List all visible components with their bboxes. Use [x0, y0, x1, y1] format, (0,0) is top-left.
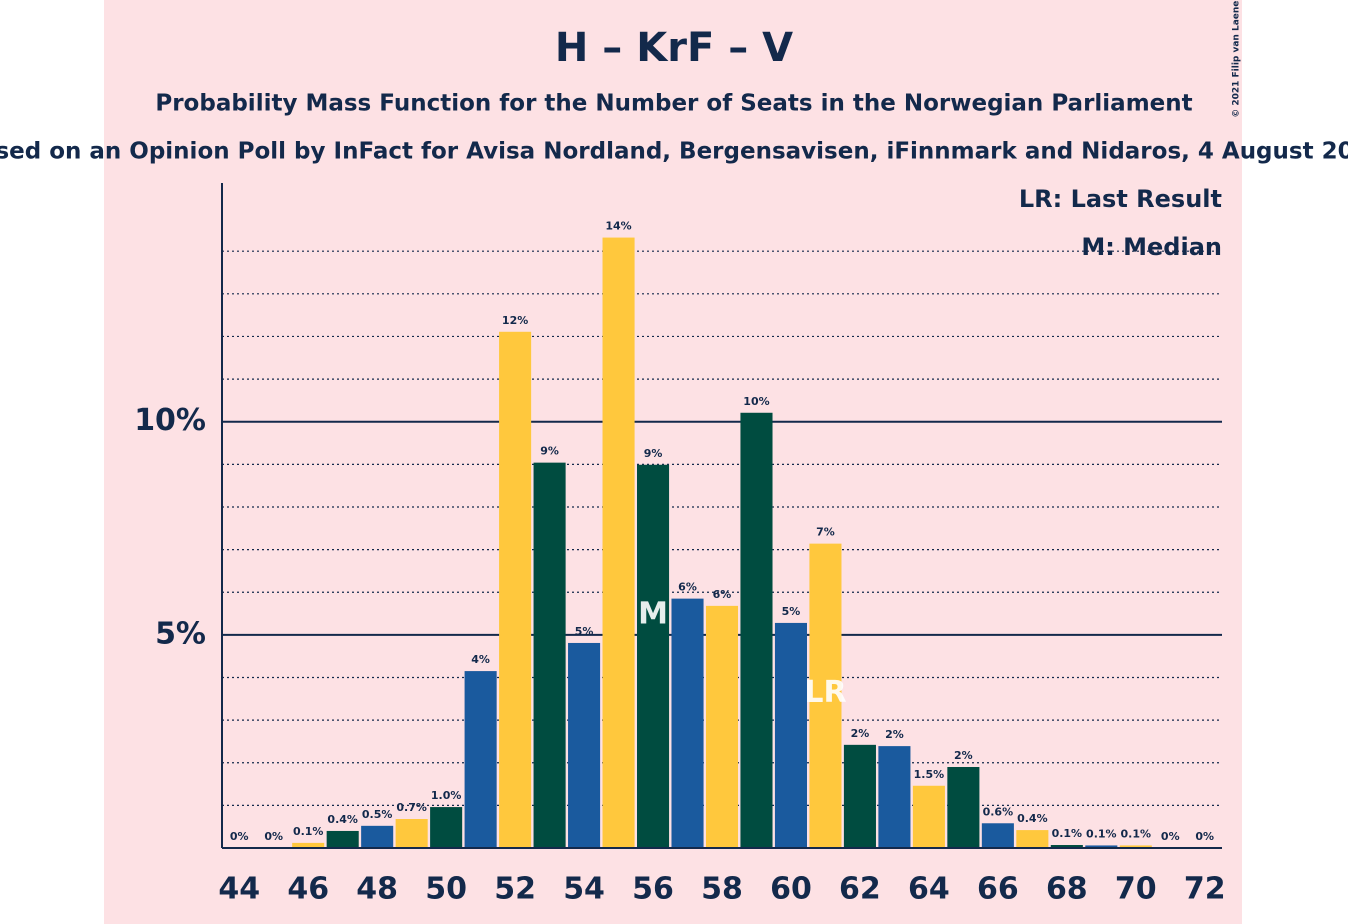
bar [395, 819, 428, 848]
x-tick-label: 66 [977, 872, 1019, 907]
value-label: 10% [743, 395, 769, 408]
value-label: 5% [575, 625, 594, 638]
chart-title: H – KrF – V [555, 25, 793, 71]
value-label: 2% [851, 727, 870, 740]
value-label: 0% [230, 830, 249, 843]
value-label: 6% [678, 581, 697, 594]
chart-subtitle: Based on an Opinion Poll by InFact for A… [0, 139, 1348, 165]
value-label: 0.6% [983, 805, 1014, 818]
value-label: 6% [713, 588, 732, 601]
x-tick-label: 60 [770, 872, 812, 907]
x-tick-label: 50 [425, 872, 467, 907]
y-tick-label: 5% [155, 616, 206, 651]
value-label: 0.1% [1086, 827, 1117, 840]
bar [602, 237, 635, 849]
value-label: 0% [1195, 830, 1214, 843]
bar [705, 605, 739, 848]
x-tick-label: 46 [287, 872, 329, 907]
bar [361, 825, 394, 848]
x-tick-label: 58 [701, 872, 743, 907]
bar [981, 823, 1014, 848]
bar [430, 807, 463, 848]
legend-entry: LR: Last Result [1019, 185, 1222, 213]
annotation: M [638, 596, 668, 631]
x-tick-label: 48 [356, 872, 398, 907]
value-label: 12% [502, 314, 528, 327]
bar [637, 464, 670, 848]
value-label: 14% [605, 220, 631, 233]
bar [809, 543, 842, 848]
bar [740, 412, 773, 848]
x-tick-label: 70 [1115, 872, 1157, 907]
x-tick-label: 56 [632, 872, 674, 907]
y-tick-label: 10% [134, 403, 206, 438]
value-label: 0.1% [1121, 827, 1152, 840]
value-label: 2% [954, 749, 973, 762]
x-tick-label: 64 [908, 872, 950, 907]
bar [568, 642, 601, 848]
bar [912, 785, 945, 848]
legend-entry: M: Median [1081, 233, 1222, 261]
annotation: LR [804, 675, 846, 710]
value-label: 7% [816, 526, 835, 539]
value-label: 0.5% [362, 808, 393, 821]
bar [326, 830, 359, 848]
x-tick-label: 54 [563, 872, 605, 907]
bar [499, 331, 532, 848]
x-tick-label: 72 [1184, 872, 1226, 907]
x-tick-label: 62 [839, 872, 881, 907]
x-tick-label: 44 [218, 872, 260, 907]
value-label: 4% [471, 653, 490, 666]
bar [1050, 845, 1083, 848]
value-label: 2% [885, 728, 904, 741]
value-label: 9% [644, 447, 663, 460]
value-label: 0.4% [1017, 812, 1048, 825]
value-label: 1.0% [431, 789, 462, 802]
chart-subtitle: Probability Mass Function for the Number… [155, 91, 1192, 117]
bar [292, 842, 325, 848]
x-tick-label: 52 [494, 872, 536, 907]
bar [878, 746, 911, 848]
bar [1016, 830, 1049, 848]
value-label: 0.1% [293, 825, 324, 838]
value-label: 9% [540, 445, 559, 458]
value-label: 1.5% [914, 768, 945, 781]
bar [1085, 845, 1118, 848]
value-label: 0.1% [1052, 827, 1083, 840]
bar [947, 767, 980, 848]
value-label: 0% [1161, 830, 1180, 843]
value-label: 0% [264, 830, 283, 843]
bar [464, 671, 497, 848]
bar [671, 598, 704, 848]
bar [774, 622, 807, 848]
bar [533, 462, 566, 848]
copyright: © 2021 Filip van Laenen [1232, 0, 1242, 118]
bar [843, 744, 876, 848]
x-tick-label: 68 [1046, 872, 1088, 907]
value-label: 0.7% [396, 801, 427, 814]
value-label: 5% [782, 605, 801, 618]
bar [1119, 845, 1152, 848]
value-label: 0.4% [327, 813, 358, 826]
